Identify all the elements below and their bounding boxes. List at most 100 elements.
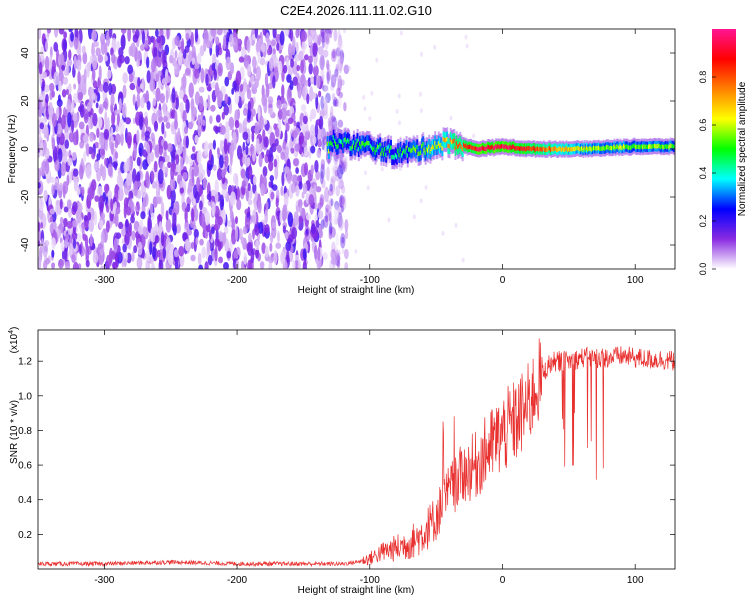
signal-core xyxy=(650,144,653,150)
signal-core xyxy=(470,144,473,149)
noise-speckle xyxy=(254,226,260,236)
noise-speckle xyxy=(264,224,270,234)
signal-core xyxy=(419,150,422,155)
noise-speckle xyxy=(441,230,445,236)
signal-core xyxy=(552,147,555,152)
signal-core xyxy=(369,143,372,149)
noise-speckle xyxy=(314,201,318,211)
signal-core xyxy=(627,145,630,150)
noise-speckle xyxy=(290,44,296,56)
noise-speckle xyxy=(150,226,157,243)
noise-speckle xyxy=(110,198,114,212)
noise-speckle xyxy=(62,76,69,85)
signal-core xyxy=(406,153,409,158)
noise-speckle xyxy=(95,102,99,109)
noise-speckle xyxy=(144,39,149,49)
noise-speckle xyxy=(328,188,334,197)
noise-speckle xyxy=(197,252,202,265)
noise-speckle xyxy=(326,166,330,182)
noise-speckle xyxy=(312,42,318,57)
noise-speckle xyxy=(341,185,346,194)
noise-speckle xyxy=(222,34,227,50)
signal-core xyxy=(558,146,561,151)
noise-speckle xyxy=(72,201,78,213)
noise-speckle xyxy=(243,252,248,265)
noise-speckle xyxy=(100,39,106,55)
noise-speckle xyxy=(185,155,189,165)
signal-core xyxy=(615,144,618,149)
noise-speckle xyxy=(247,63,252,77)
noise-speckle xyxy=(293,211,299,226)
noise-speckle xyxy=(177,51,183,66)
noise-speckle xyxy=(280,185,284,197)
noise-speckle xyxy=(330,74,337,88)
signal-core xyxy=(667,144,670,149)
noise-speckle xyxy=(66,199,72,210)
noise-speckle xyxy=(124,56,130,65)
noise-speckle xyxy=(327,232,333,240)
noise-speckle xyxy=(312,135,317,145)
noise-speckle xyxy=(107,189,112,200)
noise-speckle xyxy=(334,169,339,177)
noise-speckle xyxy=(324,37,330,45)
noise-speckle xyxy=(322,49,329,58)
noise-speckle xyxy=(268,57,274,72)
colorbar-tick-label: 0.2 xyxy=(698,215,708,228)
noise-speckle xyxy=(337,95,342,108)
noise-speckle xyxy=(363,106,367,112)
signal-core xyxy=(388,148,391,154)
noise-speckle xyxy=(326,199,331,212)
signal-core xyxy=(367,140,370,146)
noise-speckle xyxy=(194,134,199,144)
signal-core xyxy=(465,143,468,148)
signal-core xyxy=(429,149,432,154)
noise-speckle xyxy=(130,42,136,58)
noise-speckle xyxy=(284,231,289,239)
signal-core xyxy=(502,144,505,149)
noise-speckle xyxy=(38,221,41,232)
noise-speckle xyxy=(262,29,267,36)
signal-core xyxy=(659,145,662,150)
noise-speckle xyxy=(112,161,118,168)
noise-speckle xyxy=(461,257,465,263)
noise-speckle xyxy=(182,49,187,60)
noise-speckle xyxy=(232,36,238,51)
noise-speckle xyxy=(118,98,122,112)
noise-speckle xyxy=(284,129,288,145)
noise-speckle xyxy=(224,76,230,87)
noise-speckle xyxy=(67,112,72,128)
signal-core xyxy=(336,144,339,150)
signal-core xyxy=(366,140,369,146)
colorbar: 0.0 0.2 0.4 0.6 0.8 Normalized spectral ampl… xyxy=(698,29,748,275)
signal-core xyxy=(481,145,484,151)
noise-speckle xyxy=(183,125,189,135)
signal-core xyxy=(645,144,648,149)
signal-core xyxy=(372,147,375,152)
noise-speckle xyxy=(55,107,60,120)
signal-core xyxy=(563,147,566,153)
signal-core xyxy=(476,146,479,152)
noise-speckle xyxy=(258,221,264,234)
noise-speckle xyxy=(207,94,211,111)
noise-speckle xyxy=(187,180,193,195)
noise-speckle xyxy=(95,86,99,96)
noise-speckle xyxy=(104,110,108,127)
noise-speckle xyxy=(344,261,349,269)
signal-core xyxy=(588,146,591,151)
noise-speckle xyxy=(123,258,127,268)
noise-speckle xyxy=(310,108,317,120)
noise-speckle xyxy=(172,212,177,228)
noise-speckle xyxy=(136,201,140,211)
noise-speckle xyxy=(145,175,150,189)
signal-core xyxy=(330,140,333,146)
snr-x-axis-label: Height of straight line (km) xyxy=(298,585,415,596)
noise-speckle xyxy=(277,230,280,244)
noise-speckle xyxy=(265,32,270,43)
noise-speckle xyxy=(199,200,203,211)
noise-speckle xyxy=(330,175,337,183)
noise-speckle xyxy=(292,158,299,167)
signal-core xyxy=(606,145,609,150)
noise-speckle xyxy=(259,261,265,269)
noise-speckle xyxy=(325,92,331,104)
noise-speckle xyxy=(337,119,344,128)
